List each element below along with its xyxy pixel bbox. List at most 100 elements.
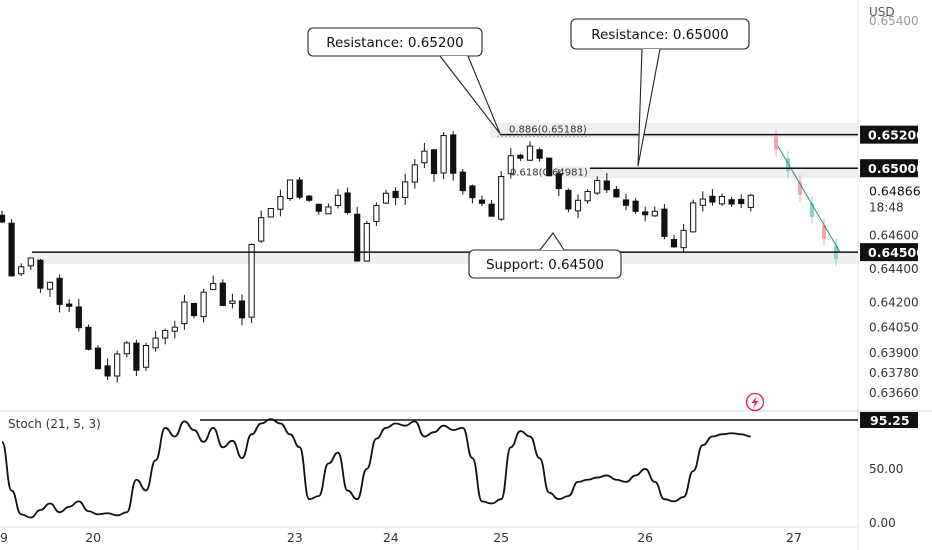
price-tick-label: 0.64200 <box>869 296 919 310</box>
candle <box>478 195 486 206</box>
candle <box>670 234 678 248</box>
candle-body-up <box>325 206 332 215</box>
candle-body-up <box>210 283 217 291</box>
candle <box>651 206 658 217</box>
annotation-support-64500-text: Support: 0.64500 <box>486 257 604 273</box>
candle <box>315 203 322 215</box>
candle <box>75 298 82 332</box>
candle-body-down <box>478 199 486 204</box>
candle-body-down <box>296 179 303 198</box>
forecast-candle <box>774 136 778 150</box>
candle-body-down <box>613 188 620 198</box>
candle <box>440 132 447 180</box>
candle <box>459 169 466 195</box>
candle <box>411 158 418 189</box>
candle <box>296 177 303 200</box>
candle-body-down <box>315 203 322 212</box>
price-tick-label: 0.64050 <box>869 321 919 335</box>
candle-body-up <box>27 257 34 267</box>
candle-body-down <box>0 214 6 223</box>
annotation-resistance-65200-pointer <box>439 55 501 134</box>
stoch-line <box>1 418 751 519</box>
candle <box>123 341 130 358</box>
candle-body-up <box>690 202 697 233</box>
candle-body-up <box>574 199 582 212</box>
candle <box>104 358 111 380</box>
candle <box>747 193 754 212</box>
stoch-level-badge-label: 95.25 <box>870 413 910 428</box>
candle-body-up <box>248 243 255 318</box>
time-label: 23 <box>287 530 303 545</box>
time-label: 25 <box>493 530 509 545</box>
candle-body-down <box>219 282 226 306</box>
candle <box>526 141 534 161</box>
candle <box>94 345 102 370</box>
stoch-tick-label: 0.00 <box>869 516 896 530</box>
candle <box>382 189 390 205</box>
currency-label: USD <box>869 5 895 19</box>
candle-body-up <box>382 192 390 204</box>
lightning-icon[interactable] <box>745 392 765 412</box>
candle <box>171 320 178 339</box>
candle <box>728 196 735 207</box>
candle-body-down <box>642 211 649 216</box>
forecast-candle <box>822 225 826 239</box>
resistance-zone-lower <box>555 166 858 179</box>
candle-body-down <box>670 239 678 248</box>
candle-body-up <box>258 217 265 242</box>
candle <box>488 199 495 217</box>
candle-body-down <box>66 303 73 307</box>
candle-body-up <box>373 204 380 222</box>
candle-body-up <box>18 266 25 275</box>
level-badge-bg <box>860 243 918 262</box>
candle-body-down <box>450 134 457 174</box>
candle-body-down <box>238 300 246 319</box>
candle <box>248 243 255 324</box>
candle-body-up <box>718 195 726 205</box>
candle-body-down <box>56 277 63 305</box>
candle <box>555 169 562 197</box>
candle <box>37 258 44 293</box>
candle <box>66 299 73 312</box>
candle <box>680 224 687 253</box>
candle-body-down <box>555 173 562 190</box>
stoch-tick-label: 50.00 <box>869 462 903 476</box>
candle <box>238 294 246 326</box>
candle-body-down <box>661 208 668 237</box>
candle <box>229 293 236 309</box>
annotation-resistance-65200-box <box>307 27 483 57</box>
candle <box>642 206 649 222</box>
price-tick-label: 0.63660 <box>869 386 919 400</box>
candle-body-down <box>133 342 140 371</box>
candle-body-down <box>344 192 351 213</box>
fib-label-886: 0.886(0.65188) <box>509 125 587 136</box>
candle <box>190 302 198 319</box>
fib-label-618: 0.618(0.64981) <box>510 167 588 178</box>
annotation-support-64500: Support: 0.64500 <box>468 232 622 279</box>
candle-body-up <box>229 300 236 304</box>
candle-body-down <box>488 203 495 217</box>
candle <box>584 189 591 204</box>
candle-body-up <box>162 330 169 339</box>
candle-body-down <box>306 195 313 201</box>
candle <box>354 206 361 262</box>
candle <box>574 194 582 219</box>
candle <box>402 173 409 205</box>
candle-body-down <box>75 306 82 329</box>
level-badge: 0.65000 <box>860 159 925 178</box>
candle-body-up <box>123 342 130 355</box>
candle <box>699 191 706 212</box>
candle <box>536 147 543 162</box>
time-label: 27 <box>786 530 802 545</box>
candle-body-up <box>680 229 687 249</box>
candle-body-up <box>402 181 409 199</box>
candle-body-up <box>334 194 342 207</box>
candle <box>718 193 726 206</box>
candle <box>690 199 697 233</box>
time-label: 20 <box>85 530 101 545</box>
candle <box>498 171 505 222</box>
candle-body-up <box>421 150 428 164</box>
candle-body-up <box>411 164 418 183</box>
level-badge-bg <box>860 159 918 178</box>
